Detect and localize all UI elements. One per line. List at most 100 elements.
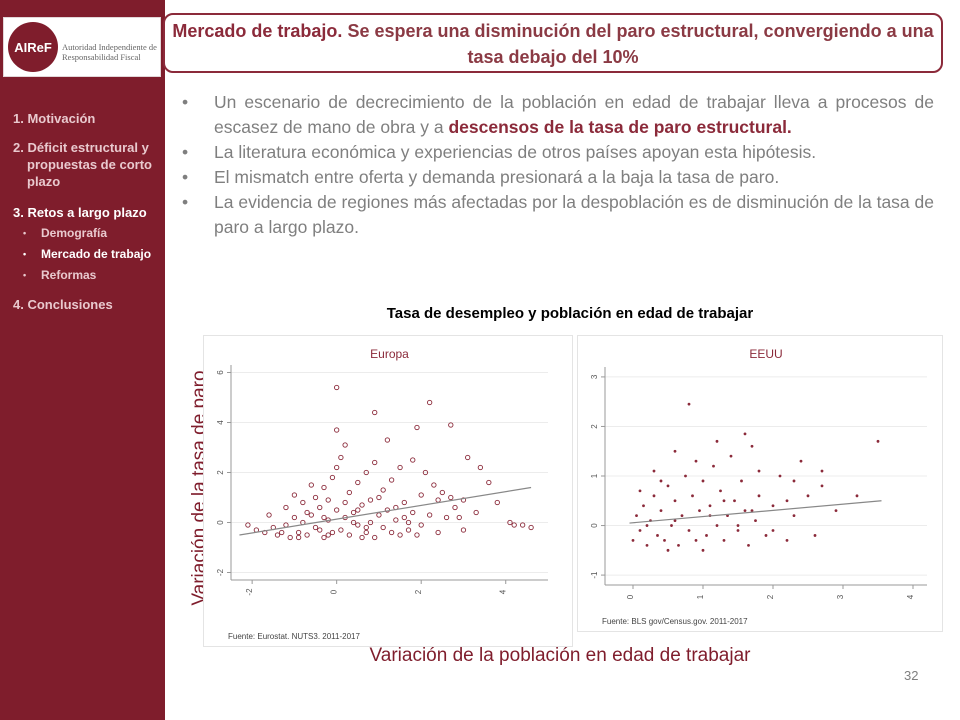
data-point <box>355 522 361 528</box>
nav-item-retos[interactable]: 3. Retos a largo plazo <box>13 205 147 220</box>
data-point <box>372 534 378 541</box>
data-point <box>733 499 736 503</box>
data-point <box>367 497 374 503</box>
data-point <box>245 522 251 528</box>
data-point <box>645 524 649 527</box>
data-point <box>701 548 705 552</box>
data-point <box>329 529 336 536</box>
data-point <box>771 504 775 508</box>
data-point <box>705 534 708 537</box>
y-tick-label: 4 <box>216 420 225 425</box>
bullet-item: El mismatch entre oferta y demanda presi… <box>182 165 934 190</box>
x-tick-label: 3 <box>836 594 845 599</box>
data-point <box>670 524 673 527</box>
logo-mark: AIReF <box>8 22 58 72</box>
data-point <box>397 464 403 471</box>
data-point <box>287 534 293 541</box>
figure-x-axis-label: Variación de la población en edad de tra… <box>369 645 751 666</box>
data-point <box>456 514 462 521</box>
bullet-item: Un escenario de decrecimiento de la pobl… <box>182 90 934 140</box>
y-tick-label: -2 <box>216 568 225 576</box>
data-point <box>448 494 454 501</box>
data-point <box>346 489 352 496</box>
data-point <box>325 532 331 538</box>
data-point <box>401 499 407 506</box>
nav-subitem-mercado-trabajo[interactable]: Mercado de trabajo <box>13 244 163 265</box>
data-point <box>427 512 433 518</box>
data-point <box>659 479 663 483</box>
data-point <box>448 422 454 428</box>
nav-item-conclusiones[interactable]: 4. Conclusiones <box>13 297 113 312</box>
data-point <box>342 499 348 506</box>
x-tick-label: -2 <box>245 588 254 596</box>
data-point <box>820 484 824 488</box>
data-point <box>380 524 386 531</box>
y-tick-label: 0 <box>216 520 225 525</box>
data-point <box>663 539 666 542</box>
bullet-item: La literatura económica y experiencias d… <box>182 140 934 165</box>
data-point <box>308 482 314 488</box>
data-point <box>334 427 340 433</box>
data-point <box>346 532 352 538</box>
data-point <box>691 494 694 498</box>
slide-title: Mercado de trabajo. Se espera una dismin… <box>163 13 943 73</box>
y-tick-label: 2 <box>590 424 599 429</box>
data-point <box>659 509 663 513</box>
slide-title-lead: Mercado de trabajo. <box>172 21 343 41</box>
data-point <box>687 529 691 532</box>
data-point <box>452 504 458 511</box>
data-point <box>295 529 302 536</box>
data-point <box>638 529 642 532</box>
data-point <box>666 484 670 488</box>
data-point <box>308 512 314 518</box>
data-point <box>750 509 754 513</box>
data-point <box>372 409 378 416</box>
data-point <box>325 497 331 503</box>
data-point <box>771 529 775 532</box>
data-point <box>321 484 327 491</box>
plot-frame <box>203 335 573 647</box>
scatter-plot-europa: -2 0 2 4 6 -2 0 2 4 Europa Fuente: Eurostat. NUTS3… <box>203 335 573 647</box>
data-point <box>631 539 635 542</box>
data-point <box>511 522 517 528</box>
data-point <box>719 489 722 493</box>
data-point <box>410 509 416 516</box>
data-point <box>460 527 467 533</box>
data-point <box>363 524 369 531</box>
data-point <box>300 499 306 506</box>
data-point <box>687 402 691 406</box>
data-point <box>414 424 420 431</box>
data-point <box>747 543 750 547</box>
data-point <box>652 494 656 498</box>
data-point <box>418 522 424 528</box>
nav-item-deficit[interactable]: 2. Déficit estructural y propuestas de c… <box>13 140 152 189</box>
data-point <box>414 532 420 538</box>
data-point <box>656 534 659 537</box>
nav-subitem-demografia[interactable]: Demografía <box>13 223 163 244</box>
data-point <box>295 534 302 541</box>
source-note: Fuente: BLS gov/Census.gov. 2011-2017 <box>602 617 748 626</box>
data-point <box>317 504 323 511</box>
nav-menu: 1. Motivación 2. Déficit estructural y p… <box>13 110 163 313</box>
nav-item-motivacion[interactable]: 1. Motivación <box>13 111 96 126</box>
data-point <box>350 519 357 526</box>
data-point <box>757 469 761 473</box>
data-point <box>799 459 803 463</box>
data-point <box>715 524 719 527</box>
data-point <box>460 497 467 503</box>
data-point <box>291 514 298 521</box>
data-point <box>820 469 824 473</box>
slide-title-rest: Se espera una disminución del paro estru… <box>342 21 934 67</box>
plot-title: Europa <box>370 347 409 361</box>
data-point <box>355 479 361 486</box>
nav-subitem-reformas[interactable]: Reformas <box>13 265 163 286</box>
data-point <box>677 543 680 547</box>
data-point <box>673 449 677 453</box>
bullet-list: Un escenario de decrecimiento de la pobl… <box>182 90 934 240</box>
data-point <box>740 479 743 483</box>
data-point <box>439 489 445 496</box>
data-point <box>694 459 698 463</box>
data-point <box>698 509 701 513</box>
data-point <box>355 507 361 513</box>
data-point <box>405 519 412 526</box>
